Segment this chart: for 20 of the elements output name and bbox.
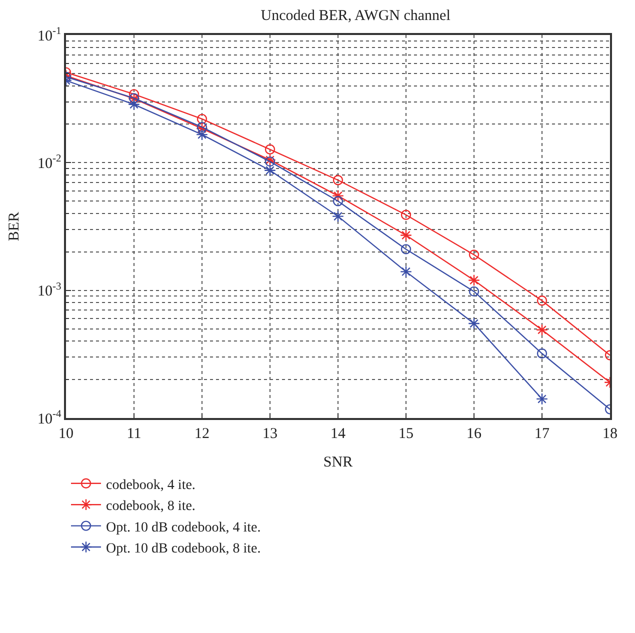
x-tick-label: 10 [58, 426, 74, 442]
x-tick-label: 15 [398, 426, 414, 442]
x-axis-title: SNR [323, 454, 353, 470]
x-tick-label: 18 [602, 426, 618, 442]
legend-label: Opt. 10 dB codebook, 8 ite. [106, 541, 261, 556]
x-tick-label: 14 [330, 426, 346, 442]
x-tick-label: 13 [262, 426, 278, 442]
legend-label: codebook, 8 ite. [106, 499, 196, 514]
x-tick-label: 17 [534, 426, 550, 442]
chart-title: Uncoded BER, AWGN channel [260, 8, 450, 24]
x-tick-label: 12 [194, 426, 210, 442]
y-tick-label: 10$^{-2}$ [38, 154, 62, 172]
legend-label: Opt. 10 dB codebook, 4 ite. [106, 520, 261, 536]
x-tick-label: 11 [126, 426, 142, 442]
y-tick-label: 10$^{-4}$ [38, 408, 62, 428]
y-axis-title: BER [6, 212, 22, 242]
x-tick-label: 16 [466, 426, 482, 442]
y-tick-label: 10$^{-3}$ [38, 281, 62, 300]
y-tick-label: 10$^{-1}$ [38, 26, 62, 44]
legend-label: codebook, 4 ite. [106, 478, 196, 493]
